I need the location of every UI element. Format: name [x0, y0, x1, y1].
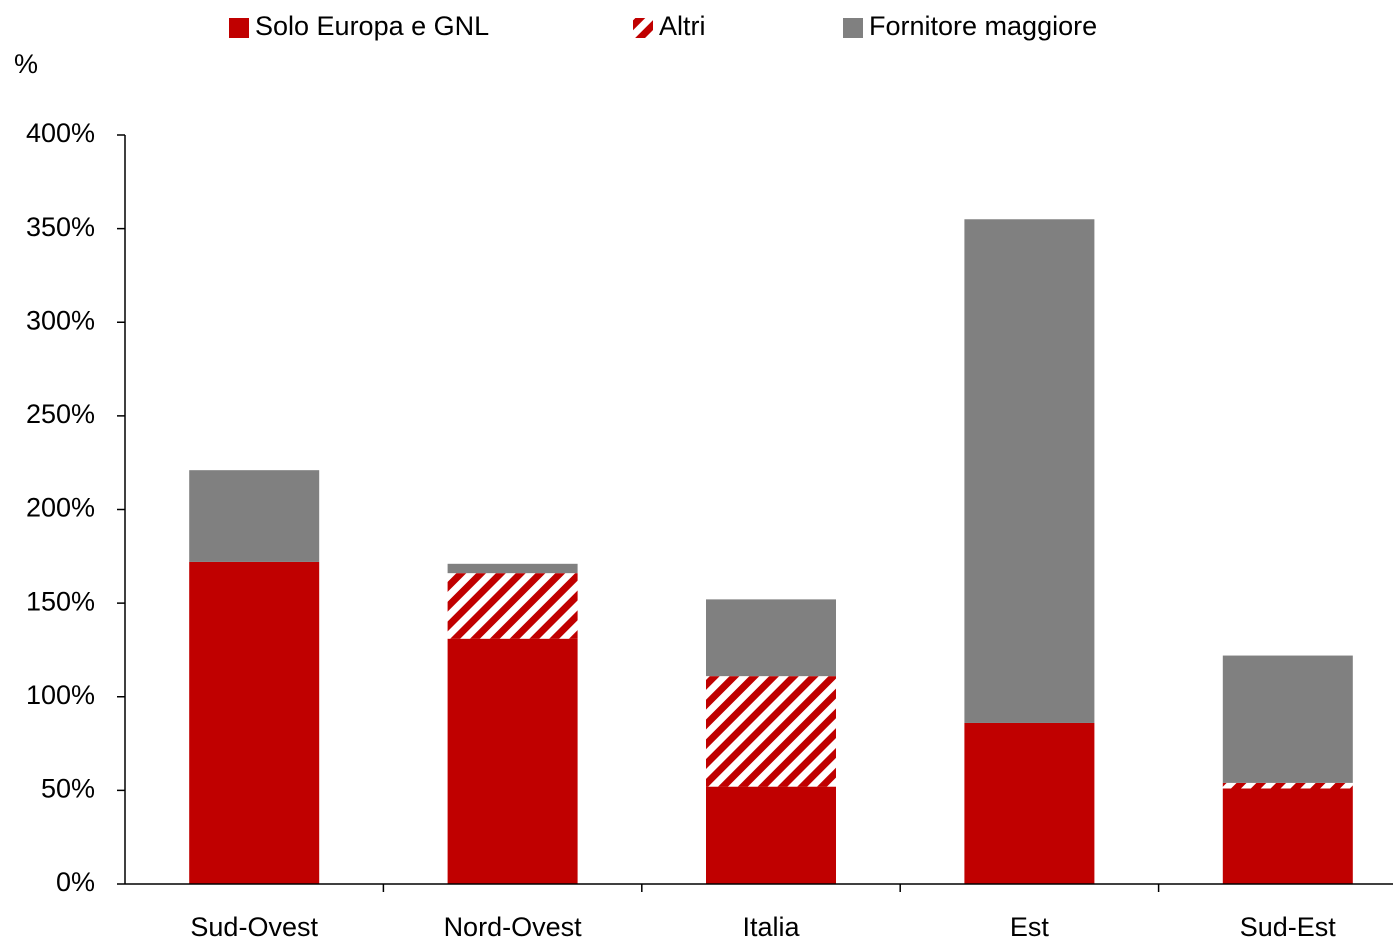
legend-swatch [633, 18, 653, 38]
y-tick-label: 50% [41, 774, 95, 804]
x-tick-label: Italia [742, 912, 800, 942]
y-tick-label: 0% [56, 867, 95, 897]
bar-segment [964, 219, 1095, 723]
legend-swatch [843, 18, 863, 38]
bar-segment [706, 786, 836, 884]
legend-label: Altri [659, 11, 706, 41]
legend-label: Fornitore maggiore [869, 11, 1097, 41]
x-tick-label: Sud-Est [1240, 912, 1337, 942]
legend-label: Solo Europa e GNL [255, 11, 489, 41]
bar-segment [1222, 782, 1353, 789]
x-tick-label: Est [1010, 912, 1050, 942]
bar-segment [706, 676, 836, 787]
bar-segment [447, 563, 578, 574]
bar-segment [706, 599, 836, 677]
bar-segment [447, 573, 578, 639]
x-tick-label: Sud-Ovest [190, 912, 318, 942]
bar-segment [189, 561, 320, 884]
bar-segment [189, 470, 320, 562]
y-axis-label: % [14, 49, 38, 79]
legend-swatch [229, 18, 249, 38]
bar-segment [964, 722, 1095, 884]
x-tick-label: Nord-Ovest [444, 912, 583, 942]
bar-segment [1222, 655, 1353, 783]
y-tick-label: 350% [26, 212, 95, 242]
y-tick-label: 400% [26, 118, 95, 148]
y-tick-label: 250% [26, 399, 95, 429]
y-tick-label: 100% [26, 680, 95, 710]
bar-segment [1222, 788, 1353, 884]
y-tick-label: 200% [26, 493, 95, 523]
y-tick-label: 300% [26, 305, 95, 335]
y-tick-label: 150% [26, 586, 95, 616]
bar-segment [447, 638, 578, 884]
